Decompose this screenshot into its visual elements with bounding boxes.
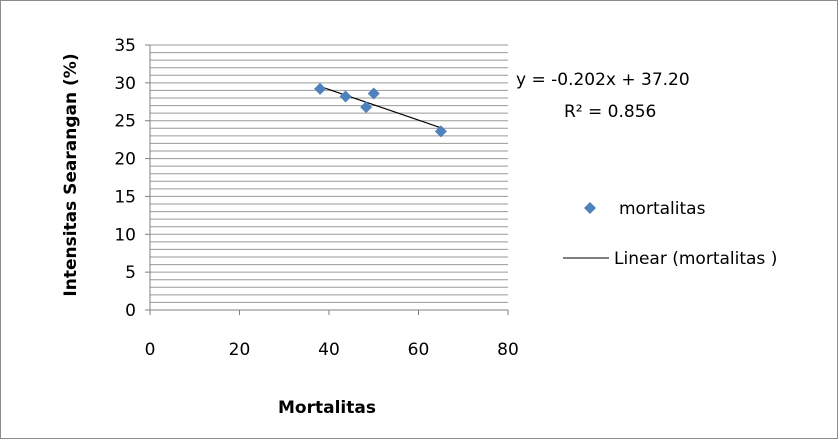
- r-squared-value: R² = 0.856: [564, 102, 656, 122]
- x-tick-label: 20: [229, 340, 251, 360]
- y-tick-label: 0: [125, 301, 136, 321]
- grid-lines: [150, 44, 508, 311]
- y-tick-label: 15: [114, 187, 136, 207]
- legend-trendline-label: Linear (mortalitas ): [614, 249, 777, 269]
- data-points: [314, 82, 447, 138]
- legend-series-label: mortalitas: [619, 199, 706, 219]
- x-tick-label: 60: [408, 340, 430, 360]
- x-tick-label: 40: [318, 340, 340, 360]
- x-tick-labels: 0 20 40 60 80: [145, 340, 519, 360]
- legend: mortalitas Linear (mortalitas ): [563, 199, 777, 269]
- trendline: [319, 85, 442, 129]
- y-tick-label: 5: [125, 263, 136, 283]
- trendline-group: [319, 85, 442, 129]
- data-point: [360, 101, 373, 114]
- y-axis-title: Intensitas Searangan (%): [61, 53, 81, 296]
- y-tick-label: 25: [114, 112, 136, 132]
- data-point: [367, 87, 380, 100]
- x-tick-label: 80: [497, 340, 519, 360]
- x-tick-label: 0: [145, 340, 156, 360]
- data-point: [434, 125, 447, 138]
- y-tick-label: 10: [114, 225, 136, 245]
- trendline-equation: y = -0.202x + 37.20: [516, 70, 690, 90]
- y-tick-label: 30: [114, 74, 136, 94]
- legend-series-marker: [584, 202, 596, 214]
- data-point: [314, 82, 327, 95]
- axes: [145, 44, 509, 315]
- x-axis-title: Mortalitas: [278, 398, 376, 418]
- data-point: [339, 90, 352, 103]
- y-tick-label: 20: [114, 150, 136, 170]
- y-tick-label: 35: [114, 36, 136, 56]
- y-tick-labels: 0 5 10 15 20 25 30 35: [114, 36, 136, 321]
